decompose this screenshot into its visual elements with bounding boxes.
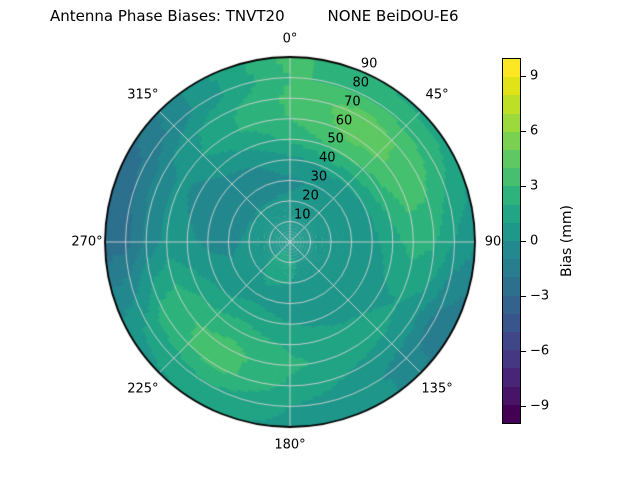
theta-tick-label-270: 270° (71, 234, 103, 250)
colorbar-tickmark (521, 186, 526, 188)
colorbar-block (503, 204, 520, 223)
colorbar-block (503, 168, 520, 187)
colorbar-tickmark (521, 295, 526, 297)
colorbar-tick-label-9: 9 (530, 68, 539, 84)
colorbar-tickmark (521, 131, 526, 133)
colorbar-tick-label--3: −3 (530, 288, 550, 304)
colorbar-block (503, 295, 520, 314)
theta-tick-label-180: 180° (274, 437, 306, 453)
colorbar-block (503, 350, 520, 369)
colorbar-tick-label-6: 6 (530, 123, 539, 139)
colorbar-block (503, 113, 520, 132)
radial-tick-label-90: 90 (360, 56, 378, 72)
colorbar-tick-label-3: 3 (530, 178, 539, 194)
colorbar-block (503, 259, 520, 278)
colorbar-tickmark (521, 76, 526, 78)
colorbar-block (503, 77, 520, 96)
colorbar-block (503, 95, 520, 114)
colorbar-block (503, 368, 520, 387)
colorbar-tick-label--6: −6 (530, 343, 550, 359)
colorbar (502, 58, 521, 424)
colorbar-block (503, 277, 520, 296)
colorbar-block (503, 313, 520, 333)
theta-tick-label-0: 0° (282, 31, 298, 47)
colorbar-tickmark (521, 241, 526, 242)
radial-tick-label-50: 50 (327, 131, 344, 147)
theta-tick-label-135: 135° (421, 381, 453, 397)
polar-heatmap (101, 53, 479, 431)
radial-tick-label-60: 60 (335, 113, 353, 129)
theta-tick-label-315: 315° (127, 87, 159, 103)
radial-tick-label-20: 20 (302, 188, 319, 204)
colorbar-block (503, 241, 520, 260)
colorbar-tick-label--9: −9 (530, 398, 550, 414)
colorbar-block (503, 186, 520, 205)
radial-tick-label-80: 80 (352, 75, 370, 91)
colorbar-block (503, 386, 520, 405)
chart-title: Antenna Phase Biases: TNVT20 NONE BeiDOU… (50, 7, 459, 25)
radial-tick-label-40: 40 (319, 150, 336, 166)
colorbar-tickmark (521, 350, 526, 352)
colorbar-tickmark (521, 405, 526, 407)
colorbar-block (503, 59, 520, 78)
colorbar-block (503, 150, 520, 169)
colorbar-axis-label: Bias (mm) (559, 204, 575, 278)
radial-tick-label-70: 70 (344, 94, 361, 110)
colorbar-tick-label-0: 0 (530, 233, 539, 249)
colorbar-block (503, 404, 520, 424)
colorbar-block (503, 332, 520, 351)
colorbar-block (503, 131, 520, 151)
theta-tick-label-45: 45° (425, 87, 449, 103)
theta-tick-label-90: 90 (484, 234, 502, 250)
colorbar-block (503, 222, 520, 242)
theta-tick-label-225: 225° (127, 381, 159, 397)
radial-tick-label-10: 10 (293, 207, 311, 223)
radial-tick-label-30: 30 (310, 169, 328, 185)
